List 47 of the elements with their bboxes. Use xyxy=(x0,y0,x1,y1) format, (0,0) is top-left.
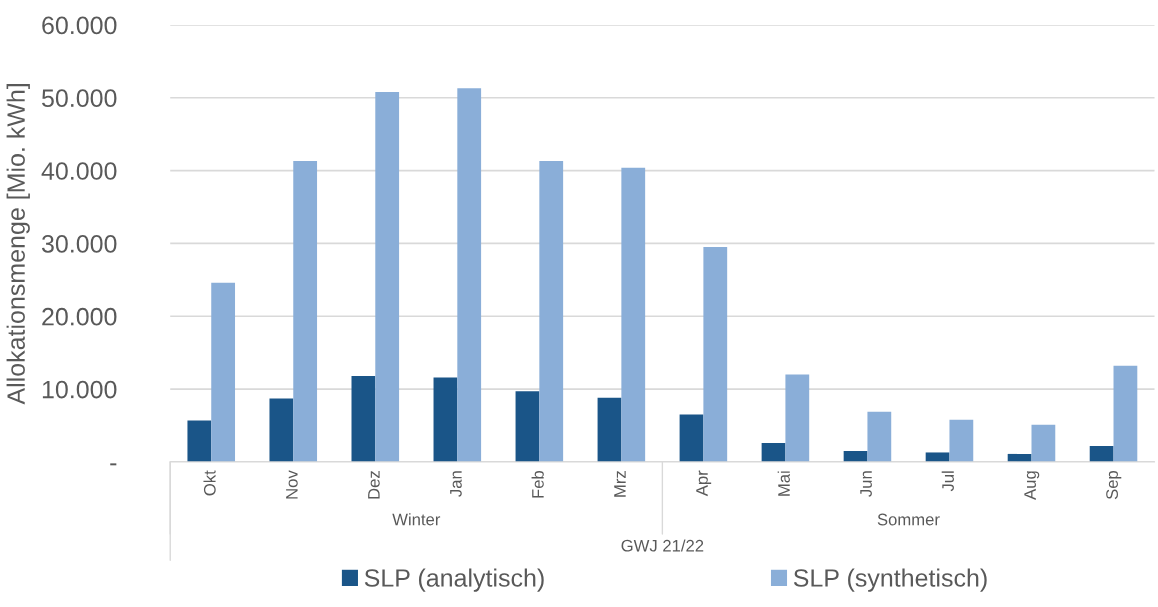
bar xyxy=(187,420,212,462)
x-tick-label: Okt xyxy=(203,470,216,496)
bar xyxy=(433,377,458,462)
y-axis-title: Allokationsmenge [Mio. kWh] xyxy=(6,84,30,405)
bar xyxy=(293,161,318,462)
bar xyxy=(597,397,622,462)
x-tick-label: Mai xyxy=(777,471,790,496)
x-tick-label: Feb xyxy=(531,470,544,498)
bar xyxy=(351,375,376,462)
x-axis-title: GWJ 21/22 xyxy=(621,539,704,552)
bar xyxy=(1113,365,1138,462)
legend-label: SLP (analytisch) xyxy=(364,568,544,592)
bar xyxy=(539,161,564,462)
y-tick-label: 20.000 xyxy=(42,307,117,326)
legend-label: SLP (synthetisch) xyxy=(793,568,987,592)
y-tick-label: 10.000 xyxy=(42,380,117,399)
x-tick-label: Sep xyxy=(1106,470,1122,500)
bar xyxy=(1089,445,1114,462)
bar xyxy=(949,419,974,462)
bar xyxy=(703,247,728,462)
bar xyxy=(269,398,294,462)
y-tick-label: 60.000 xyxy=(42,16,117,35)
y-tick-label: 30.000 xyxy=(41,235,117,253)
bar xyxy=(785,374,810,462)
bar xyxy=(1031,424,1056,462)
bar xyxy=(457,88,482,462)
x-tick-label: Jan xyxy=(450,471,462,497)
bar xyxy=(515,391,540,462)
x-tick-label: Dez xyxy=(368,471,380,499)
x-tick-label: Nov xyxy=(286,470,298,499)
bar xyxy=(375,91,400,462)
x-tick-label: Apr xyxy=(696,470,712,497)
bar xyxy=(867,411,892,462)
x-tick-label: Jun xyxy=(860,471,872,497)
bar xyxy=(761,442,786,462)
x-tick-label: Jul xyxy=(941,471,954,492)
y-tick-label: 40.000 xyxy=(41,162,117,180)
y-tick-label: 50.000 xyxy=(41,89,117,108)
bar xyxy=(211,282,236,462)
x-tick-label: Aug xyxy=(1024,471,1040,500)
text: Winter xyxy=(392,513,441,526)
bar xyxy=(925,452,950,462)
x-tick-label: Mrz xyxy=(614,471,626,497)
y-tick-label: - xyxy=(110,463,117,466)
bar xyxy=(621,167,646,462)
bar xyxy=(679,414,704,462)
text: Sommer xyxy=(877,513,940,526)
